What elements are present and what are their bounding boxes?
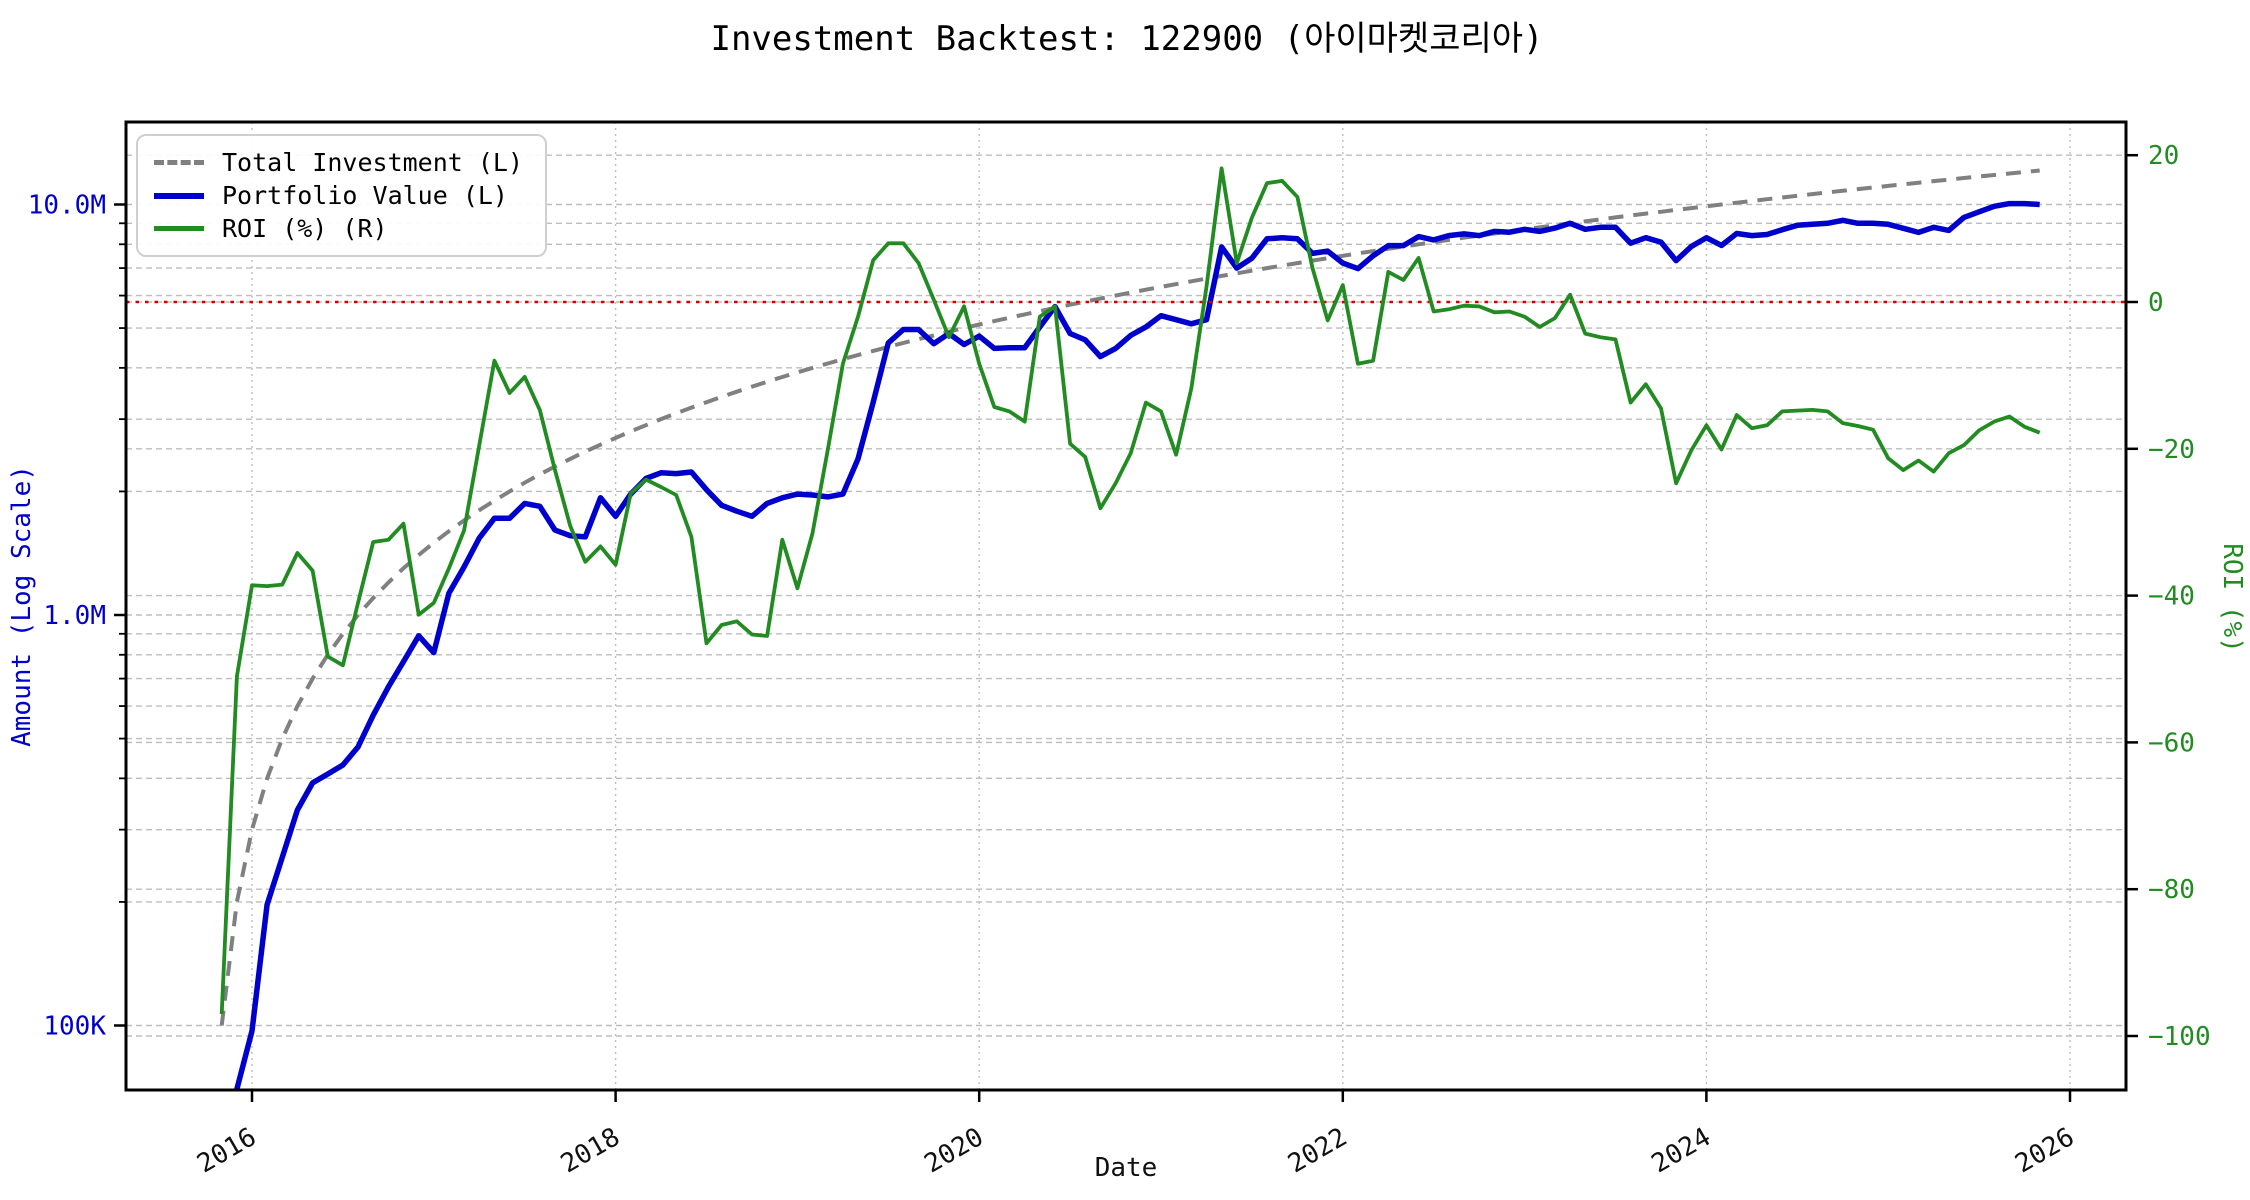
x-tick-label: 2026	[2010, 1122, 2079, 1179]
right-axis-label: ROI (%)	[2217, 543, 2247, 653]
right-tick-label: −100	[2148, 1022, 2211, 1052]
total-investment-line	[219, 168, 2040, 1026]
legend-item-total-investment: Total Investment (L)	[154, 146, 523, 179]
legend-item-portfolio-value: Portfolio Value (L)	[154, 179, 523, 212]
x-tick-label: 2016	[192, 1122, 261, 1179]
left-tick-label: 10.0M	[28, 191, 106, 221]
legend: Total Investment (L) Portfolio Value (L)…	[136, 134, 548, 257]
right-tick-label: 20	[2148, 141, 2179, 171]
grid-lines	[126, 122, 2126, 1090]
legend-blue-line-swatch	[154, 192, 204, 199]
right-tick-label: −40	[2148, 582, 2195, 612]
axes-frame	[124, 120, 2128, 1092]
legend-green-line-swatch	[154, 226, 204, 231]
chart-title: Investment Backtest: 122900 (아이마켓코리아)	[710, 19, 1543, 59]
right-tick-label: 0	[2148, 288, 2164, 318]
plot-border	[124, 120, 2128, 1092]
x-tick-label: 2022	[1283, 1122, 1352, 1179]
portfolio-value-line	[233, 200, 2040, 1090]
legend-dashed-line-swatch	[154, 160, 204, 165]
x-axis-label: Date	[1095, 1153, 1158, 1183]
series-lines	[126, 166, 2126, 1090]
legend-item-roi: ROI (%) (R)	[154, 212, 523, 245]
left-tick-label: 100K	[43, 1012, 106, 1042]
right-tick-label: −80	[2148, 875, 2195, 905]
roi-line	[219, 166, 2041, 1015]
left-tick-label: 1.0M	[43, 601, 106, 631]
legend-label: ROI (%) (R)	[222, 214, 388, 243]
x-tick-label: 2024	[1647, 1122, 1716, 1179]
right-tick-label: −60	[2148, 728, 2195, 758]
x-tick-label: 2018	[556, 1122, 625, 1179]
legend-label: Portfolio Value (L)	[222, 181, 508, 210]
right-tick-label: −20	[2148, 435, 2195, 465]
x-tick-label: 2020	[919, 1122, 988, 1179]
left-axis-label: Amount (Log Scale)	[7, 465, 37, 747]
legend-label: Total Investment (L)	[222, 148, 524, 177]
